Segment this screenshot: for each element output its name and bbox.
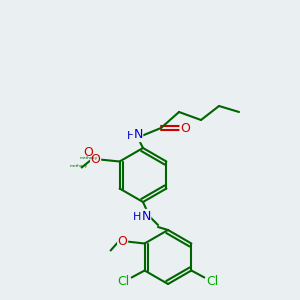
Text: N: N [141,209,151,223]
Text: H: H [127,131,135,141]
Text: Cl: Cl [206,275,218,288]
Text: H: H [133,212,141,222]
Text: Cl: Cl [118,275,130,288]
Text: O: O [118,235,128,248]
Text: O: O [180,122,190,134]
Text: O: O [84,146,94,160]
Text: methoxy: methoxy [80,157,98,160]
Text: O: O [91,153,100,166]
Text: methoxy: methoxy [70,164,88,167]
Text: N: N [133,128,143,142]
